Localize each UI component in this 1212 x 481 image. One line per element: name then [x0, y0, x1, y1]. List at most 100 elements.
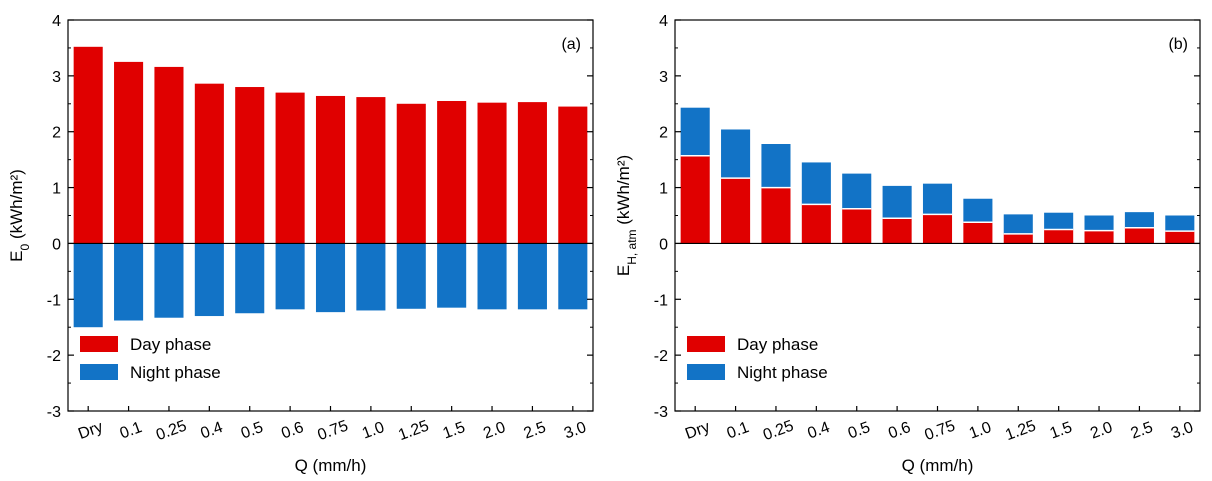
bar-night-2.5 [517, 243, 547, 310]
x-tick-label: 0.4 [805, 419, 832, 443]
x-tick-label: 1.25 [396, 417, 431, 444]
bar-day-0.1 [114, 61, 144, 244]
bar-day-1.0 [963, 222, 993, 244]
bar-night-0.75 [922, 183, 953, 215]
x-axis-title: Q (mm/h) [295, 456, 367, 475]
x-tick-label: 0.1 [118, 419, 145, 443]
x-tick-label: 0.75 [315, 417, 350, 444]
bar-night-0.6 [882, 185, 912, 219]
y-tick-label: 3 [52, 69, 61, 86]
bar-day-Dry [73, 46, 103, 244]
bar-day-3.0 [1165, 231, 1195, 244]
x-tick-label: 2.5 [1129, 419, 1156, 443]
x-axis-title: Q (mm/h) [902, 456, 974, 475]
bar-day-0.6 [275, 92, 305, 244]
legend-swatch-day [80, 336, 118, 352]
bar-night-2.0 [1084, 215, 1114, 231]
chart-panel-a: -3 -2 -1 0 1 2 3 4 Dry 0.1 0.25 0.4 0.5 0.6 0.75 1.0 1.2… [7, 13, 594, 475]
y-tick-label: 3 [659, 69, 668, 86]
bar-night-0.6 [275, 243, 305, 310]
panel-label: (b) [1168, 36, 1188, 53]
y-tick-label: -3 [654, 404, 668, 421]
y-tick-label: -1 [47, 292, 61, 309]
bar-day-1.25 [396, 103, 426, 244]
y-axis-title: E0 (kWh/m²) [7, 169, 32, 262]
x-tick-label: 0.6 [279, 419, 306, 443]
x-tick-label: 2.0 [1088, 419, 1115, 443]
y-tick-label: 1 [659, 181, 668, 198]
bar-day-2.0 [477, 102, 507, 244]
bar-night-0.25 [154, 243, 184, 318]
bar-day-2.5 [517, 102, 547, 244]
legend-label-night: Night phase [737, 363, 828, 382]
y-tick-label: -2 [47, 348, 61, 365]
x-tick-label: 0.5 [239, 419, 266, 443]
bar-day-0.25 [154, 66, 184, 244]
bar-day-0.75 [315, 95, 346, 244]
x-tick-label: 0.6 [886, 419, 913, 443]
x-tick-label: 1.5 [1048, 419, 1075, 443]
legend-label-day: Day phase [737, 335, 818, 354]
bar-day-1.25 [1003, 233, 1033, 244]
bar-night-0.1 [114, 243, 144, 321]
legend: Day phase Night phase [687, 335, 828, 382]
bar-night-2.0 [477, 243, 507, 310]
bar-night-0.4 [194, 243, 224, 317]
y-tick-label: 0 [659, 236, 668, 253]
bar-night-1.5 [1044, 212, 1074, 230]
x-tick-label: 2.5 [522, 419, 549, 443]
bar-day-1.5 [1044, 229, 1074, 244]
x-tick-label: 0.75 [922, 417, 957, 444]
bar-day-0.4 [801, 204, 831, 244]
x-tick-label: 3.0 [1169, 419, 1196, 443]
bar-night-1.25 [396, 243, 426, 309]
y-tick-label: 4 [52, 13, 61, 30]
x-tick-label: Dry [683, 419, 712, 443]
bar-night-1.0 [963, 198, 993, 223]
y-tick-label: 2 [659, 125, 668, 142]
bar-day-0.5 [842, 208, 872, 244]
bar-day-2.0 [1084, 230, 1114, 244]
bar-night-0.25 [761, 144, 791, 188]
x-tick-label: 1.5 [441, 419, 468, 443]
bar-night-3.0 [558, 243, 588, 310]
legend: Day phase Night phase [80, 335, 221, 382]
bar-night-Dry [73, 243, 103, 328]
x-tick-label: 2.0 [481, 419, 508, 443]
x-tick-label: 1.0 [360, 419, 387, 443]
x-tick-label: 1.0 [967, 419, 994, 443]
y-axis-title: EH, atm (kWh/m²) [614, 155, 639, 276]
bar-day-1.5 [437, 100, 467, 244]
x-tick-label: Dry [76, 419, 105, 443]
bar-day-0.75 [922, 214, 953, 244]
x-tick-label: 3.0 [562, 419, 589, 443]
bar-night-0.5 [235, 243, 265, 314]
legend-swatch-night [80, 364, 118, 380]
bar-night-2.5 [1124, 212, 1154, 228]
x-tick-label: 0.25 [154, 417, 189, 444]
y-tick-label: 2 [52, 125, 61, 142]
y-tick-label: 4 [659, 13, 668, 30]
bar-night-0.75 [315, 243, 346, 313]
x-tick-label: 0.5 [846, 419, 873, 443]
panel-label: (a) [561, 36, 581, 53]
legend-swatch-day [687, 336, 725, 352]
bar-day-3.0 [558, 106, 588, 244]
legend-label-day: Day phase [130, 335, 211, 354]
bar-night-0.5 [842, 173, 872, 209]
x-tick-label: 0.4 [198, 419, 225, 443]
y-tick-label: 1 [52, 181, 61, 198]
bar-night-1.0 [356, 243, 386, 311]
bar-night-1.5 [437, 243, 467, 308]
y-tick-label: -3 [47, 404, 61, 421]
bar-night-3.0 [1165, 215, 1195, 232]
x-tick-label: 1.25 [1003, 417, 1038, 444]
bar-day-0.5 [235, 87, 265, 244]
x-tick-label: 0.1 [725, 419, 752, 443]
legend-swatch-night [687, 364, 725, 380]
y-tick-label: -1 [654, 292, 668, 309]
bar-day-0.4 [194, 83, 224, 244]
chart-panel-b: -3 -2 -1 0 1 2 3 4 Dry 0.1 0.25 0.4 0.5 0.6 0.75 1.0 1.2… [614, 13, 1201, 475]
bar-day-0.1 [721, 178, 751, 244]
